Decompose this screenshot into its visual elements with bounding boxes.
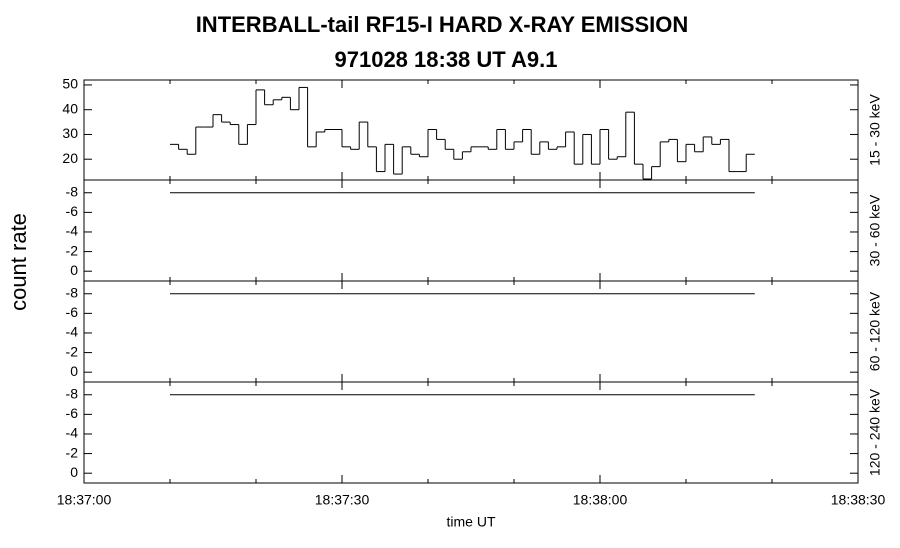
y-tick-label: -6	[66, 405, 79, 421]
y-tick-label: -4	[66, 223, 79, 239]
channel-label: 60 - 120 keV	[867, 291, 883, 371]
y-tick-label: 20	[62, 150, 78, 166]
y-tick-label: 50	[62, 76, 78, 92]
panel-frame	[83, 280, 859, 383]
x-tick-label: 18:38:00	[573, 492, 628, 508]
y-tick-label: 30	[62, 125, 78, 141]
chart-subtitle: 971028 18:38 UT A9.1	[335, 47, 558, 72]
y-tick-label: -8	[66, 385, 79, 401]
x-tick-label: 18:38:30	[831, 492, 886, 508]
y-tick-label: 40	[62, 100, 78, 116]
y-tick-label: -2	[66, 444, 79, 460]
y-tick-label: -2	[66, 242, 79, 258]
y-tick-label: -4	[66, 425, 79, 441]
channel-label: 120 - 240 keV	[867, 388, 883, 476]
y-tick-label: 0	[70, 262, 78, 278]
chart-title: INTERBALL-tail RF15-I HARD X-RAY EMISSIO…	[196, 12, 689, 37]
y-axis-label: count rate	[6, 213, 31, 311]
y-tick-label: 0	[70, 363, 78, 379]
panel-frame	[83, 179, 859, 282]
panel-frame	[83, 381, 859, 484]
x-axis-label: time UT	[447, 514, 496, 530]
x-tick-label: 18:37:30	[315, 492, 370, 508]
panel-frame	[83, 79, 859, 181]
x-tick-label: 18:37:00	[57, 492, 112, 508]
y-tick-label: -8	[66, 183, 79, 199]
y-tick-label: -2	[66, 343, 79, 359]
y-tick-label: -8	[66, 284, 79, 300]
y-tick-label: -6	[66, 203, 79, 219]
channel-label: 15 - 30 keV	[867, 94, 883, 166]
channel-label: 30 - 60 keV	[867, 194, 883, 266]
y-tick-label: -6	[66, 304, 79, 320]
y-tick-label: 0	[70, 464, 78, 480]
y-tick-label: -4	[66, 324, 79, 340]
